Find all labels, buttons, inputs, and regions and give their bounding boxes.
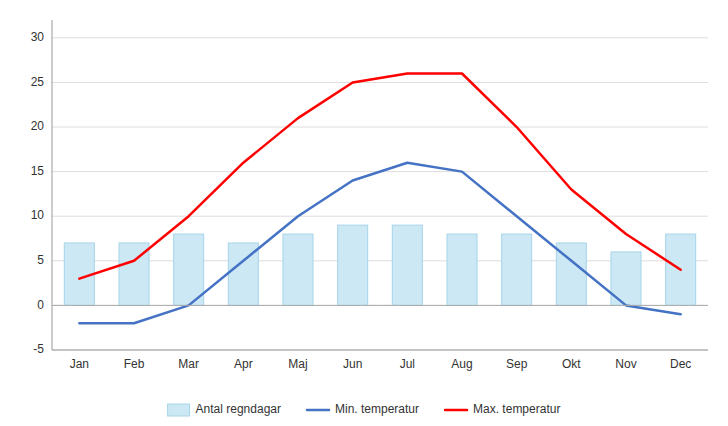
legend-label: Antal regndagar — [196, 402, 281, 416]
y-tick-label: -5 — [33, 342, 44, 356]
grid-line — [52, 350, 708, 351]
x-tick-label: Okt — [562, 357, 581, 371]
bar — [392, 225, 422, 305]
series-bar — [64, 225, 695, 305]
x-tick-label: Dec — [670, 357, 691, 371]
x-axis-line — [52, 350, 708, 351]
x-ticks: Jan Feb Mar Apr Maj Jun Jul Aug Sep Okt Nov Dec — [70, 357, 692, 371]
y-tick-label: 5 — [37, 253, 44, 267]
x-tick-label: Maj — [288, 357, 307, 371]
bar — [283, 234, 313, 305]
bar — [502, 234, 532, 305]
bar — [338, 225, 368, 305]
x-tick-label: Feb — [124, 357, 145, 371]
bar — [447, 234, 477, 305]
y-axis-line — [52, 20, 53, 350]
legend-item: Min. temperatur — [307, 402, 419, 416]
legend-swatch — [307, 409, 329, 412]
x-tick-label: Aug — [451, 357, 472, 371]
y-ticks: -5 0 5 10 15 20 25 30 — [31, 30, 45, 356]
legend-swatch — [445, 409, 467, 412]
zero-line — [52, 305, 708, 306]
line — [79, 74, 680, 279]
series-line — [79, 74, 680, 279]
x-tick-label: Nov — [615, 357, 636, 371]
grid-line — [52, 127, 708, 128]
x-tick-label: Sep — [506, 357, 528, 371]
x-tick-label: Mar — [178, 357, 199, 371]
x-tick-label: Jul — [400, 357, 415, 371]
series-line — [79, 163, 680, 324]
y-tick-label: 25 — [31, 75, 45, 89]
x-tick-label: Apr — [234, 357, 253, 371]
legend-item: Max. temperatur — [445, 402, 560, 416]
grid-line — [52, 216, 708, 217]
y-tick-label: 15 — [31, 164, 45, 178]
grid-line — [52, 305, 708, 306]
y-tick-label: 10 — [31, 208, 45, 222]
legend: Antal regndagar Min. temperatur Max. tempe… — [168, 402, 561, 416]
bar — [174, 234, 204, 305]
y-grid — [52, 38, 708, 350]
x-tick-label: Jan — [70, 357, 89, 371]
legend-item: Antal regndagar — [168, 402, 281, 416]
plot-marks — [64, 74, 695, 324]
grid-line — [52, 37, 708, 38]
chart: -5 0 5 10 15 20 25 30 Jan Feb Mar Apr Maj Jun Jul Aug Se… — [0, 0, 728, 426]
x-tick-label: Jun — [343, 357, 362, 371]
legend-label: Min. temperatur — [335, 402, 419, 416]
legend-label: Max. temperatur — [473, 402, 560, 416]
legend-swatch — [168, 404, 190, 416]
y-tick-label: 20 — [31, 119, 45, 133]
grid-line — [52, 82, 708, 83]
grid-line — [52, 260, 708, 261]
y-tick-label: 30 — [31, 30, 45, 44]
y-tick-label: 0 — [37, 298, 44, 312]
line — [79, 163, 680, 324]
